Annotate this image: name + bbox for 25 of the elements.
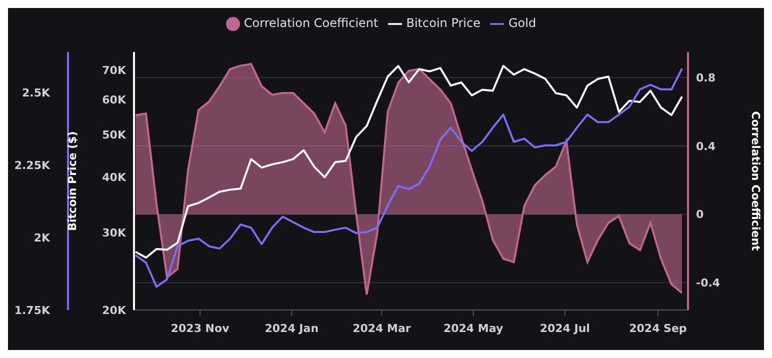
y2-axis-title: Correlation Coefficient: [749, 111, 762, 251]
y-tick-label: 70K: [102, 64, 126, 78]
x-tick-label: 2024 Jul: [540, 322, 590, 335]
y-tick-label: 40K: [102, 171, 126, 184]
x-tick-label: 2023 Nov: [170, 322, 230, 335]
x-tick-label: 2024 Jan: [264, 322, 319, 335]
y-tick-label: 50K: [102, 128, 126, 142]
x-tick-label: 2024 Mar: [352, 322, 412, 335]
y2-tick-label: 0.4: [696, 140, 716, 153]
y2-tick-label: 0: [696, 208, 704, 222]
y3-tick-label: 2.25K: [14, 158, 50, 172]
x-tick-label: 2024 Sep: [629, 322, 687, 335]
legend-label: Gold: [508, 16, 536, 30]
x-tick-label: 2024 May: [443, 322, 504, 335]
legend-label: Bitcoin Price: [406, 16, 480, 30]
y2-tick-label: -0.4: [696, 276, 720, 290]
y2-tick-label: 0.8: [696, 72, 716, 85]
y3-tick-label: 1.75K: [14, 304, 50, 317]
y3-tick-label: 2K: [34, 231, 50, 244]
legend-label: Correlation Coefficient: [244, 16, 378, 30]
y-tick-label: 20K: [102, 304, 126, 317]
y-tick-label: 30K: [102, 226, 126, 240]
y-tick-label: 60K: [102, 94, 126, 107]
y-axis-title: Bitcoin Price ($): [66, 131, 79, 231]
y3-tick-label: 2.5K: [22, 86, 50, 100]
